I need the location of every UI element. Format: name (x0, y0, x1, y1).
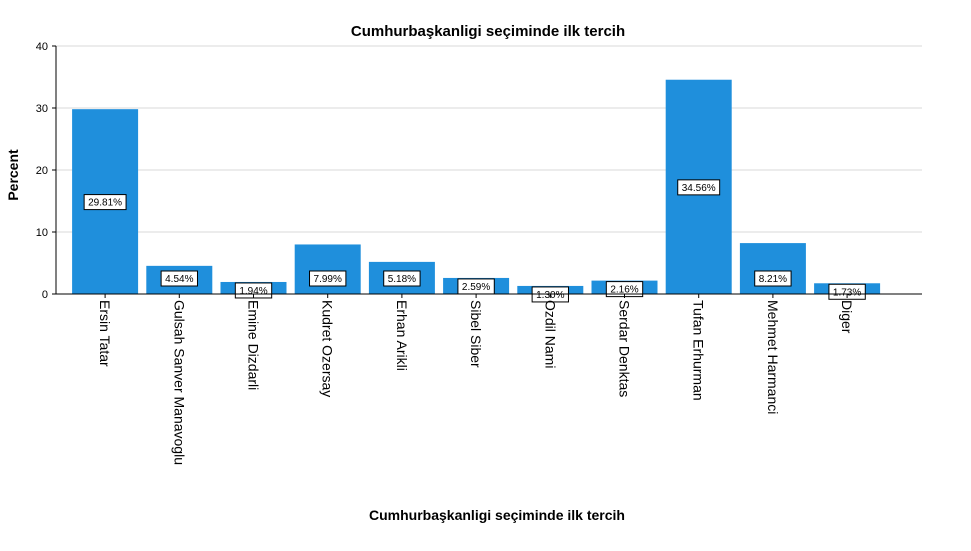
data-label: 1.73% (828, 283, 866, 300)
bars (72, 79, 881, 294)
category-label: Tufan Erhurman (691, 300, 707, 401)
data-label: 5.18% (383, 270, 421, 287)
category-label: Gulsah Sanver Manavoglu (171, 300, 187, 465)
category-label: Kudret Ozersay (320, 300, 336, 397)
data-label: 4.54% (160, 270, 198, 287)
data-label-text: 1.73% (833, 287, 861, 298)
data-label: 7.99% (309, 270, 347, 287)
data-label-text: 2.59% (462, 282, 490, 293)
y-tick-label: 30 (36, 103, 48, 115)
y-tick-label: 20 (36, 165, 48, 177)
axes: 0 10 20 30 40 (36, 41, 922, 301)
bar (294, 244, 361, 294)
category-label: Ersin Tatar (97, 300, 113, 367)
data-label-box (754, 270, 792, 287)
data-label-text: 34.56% (682, 183, 716, 194)
category-label: Erhan Arikli (394, 300, 410, 371)
y-axis-title: Percent (5, 149, 21, 201)
chart-title: Cumhurbaşkanligi seçiminde ilk tercih (351, 23, 625, 40)
data-label-text: 29.81% (88, 198, 122, 209)
data-label: 2.59% (457, 278, 495, 295)
category-labels: Ersin Tatar Gulsah Sanver Manavoglu Emine … (97, 300, 855, 465)
data-label-text: 1.94% (239, 286, 267, 297)
category-label: Serdar Denktas (617, 300, 633, 397)
data-label-box (309, 270, 347, 287)
y-tick-label: 10 (36, 227, 48, 239)
data-label-box (83, 194, 127, 211)
x-axis-title: Cumhurbaşkanligi seçiminde ilk tercih (369, 507, 625, 523)
gridlines (56, 45, 922, 233)
data-label-text: 8.21% (759, 274, 787, 285)
category-label: Sibel Siber (468, 300, 484, 368)
data-label-box (383, 270, 421, 287)
category-label: Emine Dizdarli (246, 300, 262, 390)
data-label-box (677, 179, 721, 196)
data-label-text: 4.54% (165, 274, 193, 285)
category-label: Diger (839, 300, 855, 334)
data-label: 34.56% (677, 179, 721, 196)
data-label: 8.21% (754, 270, 792, 287)
y-tick-label: 40 (36, 41, 48, 53)
category-label: Ozdil Nami (542, 300, 558, 368)
category-label: Mehmet Harmanci (765, 300, 781, 414)
data-label-text: 2.16% (610, 285, 638, 296)
data-label-text: 7.99% (314, 274, 342, 285)
data-label-box (160, 270, 198, 287)
y-tick-label: 0 (42, 289, 48, 301)
data-label: 29.81% (83, 194, 127, 211)
data-label-box (828, 283, 866, 300)
data-label-text: 5.18% (388, 274, 416, 285)
